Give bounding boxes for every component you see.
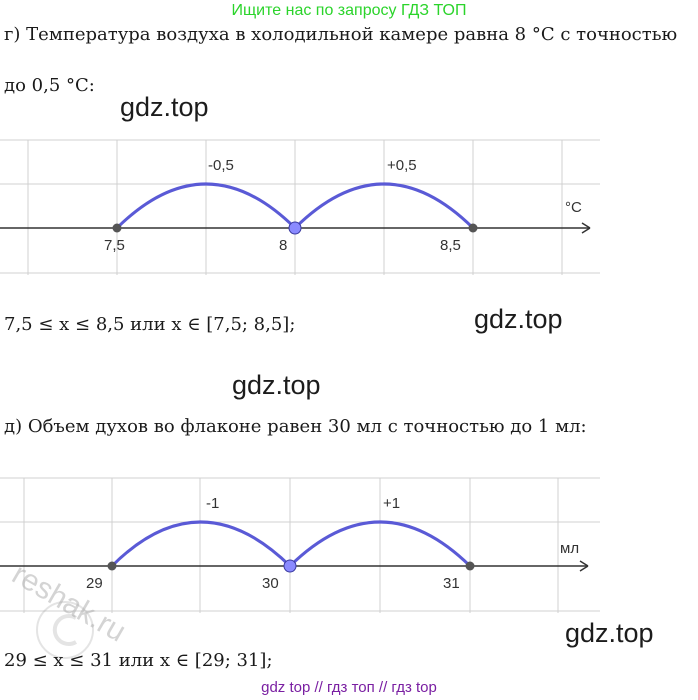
watermark: gdz.top [120,92,209,122]
watermark: gdz.top [232,370,321,400]
reshak-watermark: reshak.ru [10,560,131,649]
footer-text: gdz top // гдз топ // гдз top [261,679,437,696]
tick-label: 30 [262,575,279,592]
point-left [107,561,117,571]
arc-left [115,182,297,230]
point-right [468,223,478,233]
tick-label: 29 [86,575,103,592]
arc-label: -0,5 [208,157,234,174]
arc-label: +0,5 [387,157,417,174]
arc-label: -1 [206,495,219,512]
part-d-answer: 29 ≤ x ≤ 31 или x ∈ [29; 31]; [4,650,273,671]
unit-label: мл [560,540,579,557]
part-g-answer: 7,5 ≤ x ≤ 8,5 или x ∈ [7,5; 8,5]; [4,314,296,335]
reshak-logo: reshak.ru [10,560,131,659]
point-right [465,561,475,571]
tick-label: 7,5 [104,237,125,254]
tick-label: 31 [443,575,460,592]
number-line-volume: 29 30 31 -1 +1 мл [0,477,600,613]
watermark: gdz.top [565,618,654,648]
part-d-text-line1: д) Объем духов во флаконе равен 30 мл с … [4,416,587,437]
axis-arrow-icon [579,560,589,572]
tick-label: 8 [279,237,287,254]
arc-label: +1 [383,495,400,512]
arc-right [293,182,475,230]
unit-label: °C [565,199,582,216]
arc-left [110,520,292,568]
watermark: gdz.top [474,304,563,334]
arc-right [288,520,472,568]
search-banner: Ищите нас по запросу ГДЗ ТОП [231,2,467,19]
point-center [283,559,297,573]
grid [0,139,600,275]
number-line-temperature: 7,5 8 8,5 -0,5 +0,5 °C [0,139,600,275]
point-center [288,221,302,235]
axis-arrow-icon [581,222,591,234]
tick-label: 8,5 [440,237,461,254]
grid [0,477,600,613]
point-left [112,223,122,233]
part-g-text-line1: г) Температура воздуха в холодильной кам… [4,24,678,45]
part-g-text-line2: до 0,5 °C: [4,75,95,96]
